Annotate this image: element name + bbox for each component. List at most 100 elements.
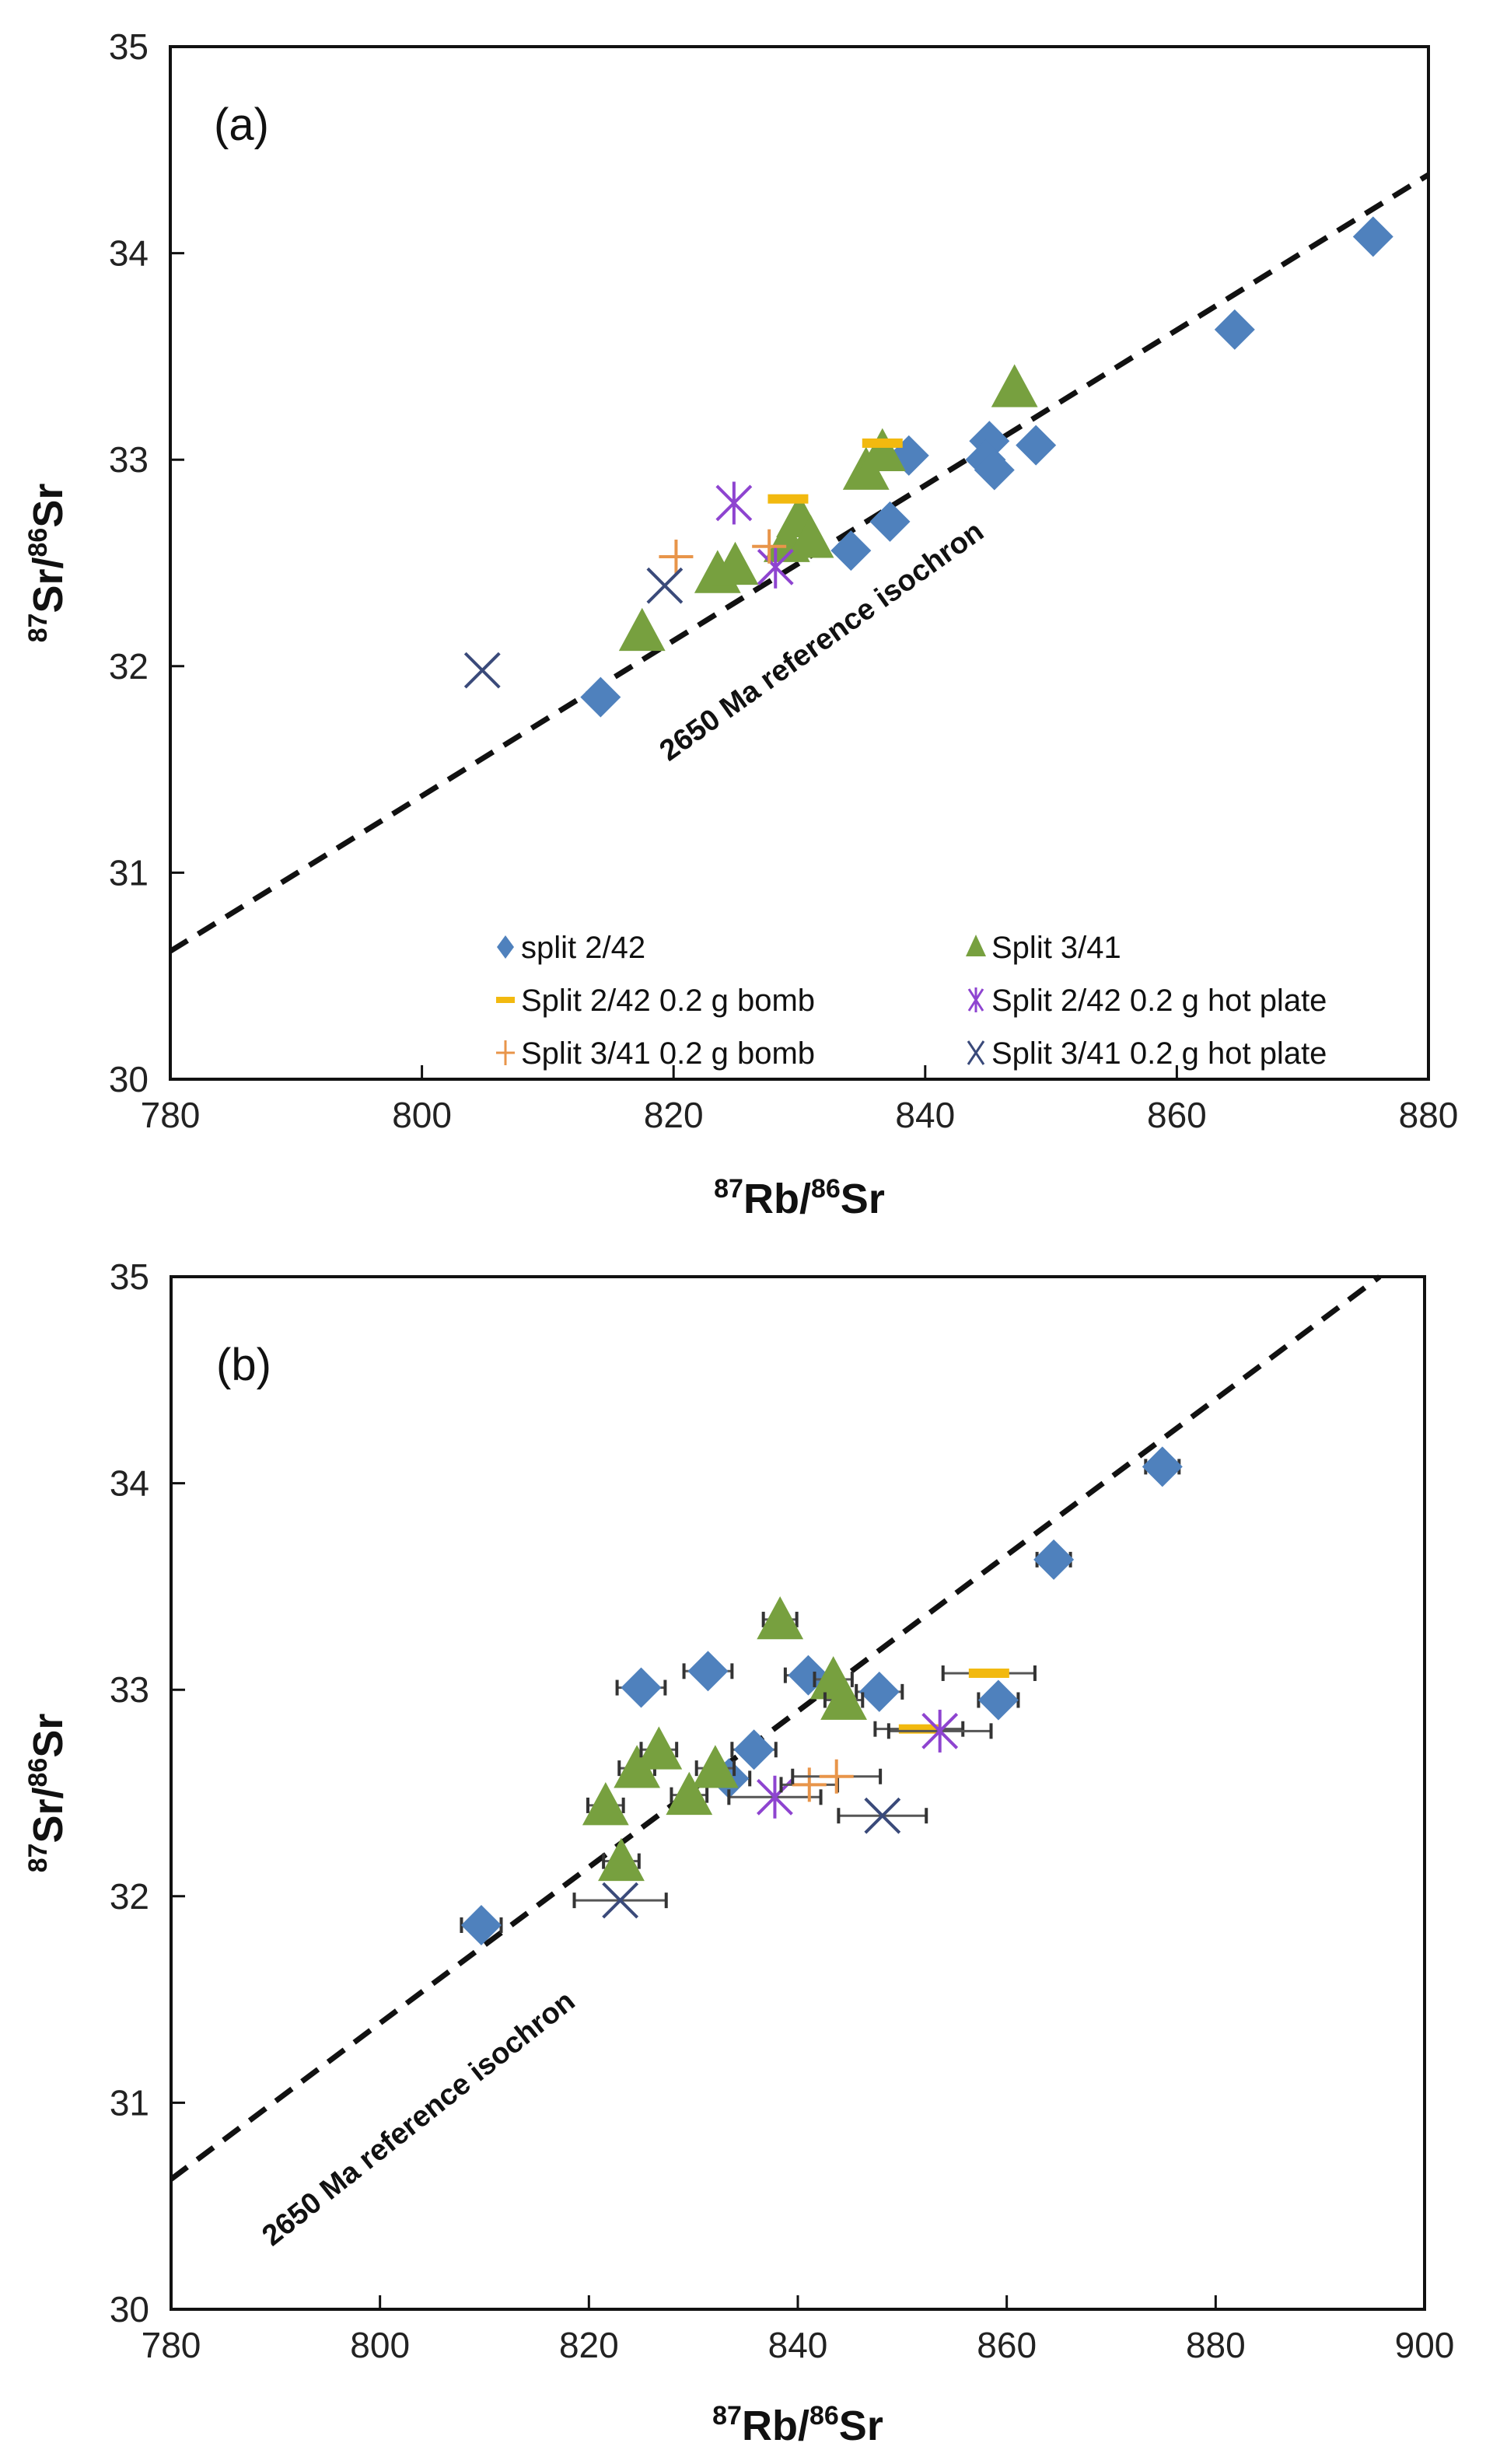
data-point xyxy=(757,1595,804,1640)
x-title-sup-86: 86 xyxy=(811,1174,841,1204)
series-split-3-41-0-2-g-hot-plate xyxy=(463,567,684,689)
x-tick-label: 860 xyxy=(977,2325,1037,2365)
data-point xyxy=(858,428,906,471)
legend-item: Split 3/41 0.2 g hot plate xyxy=(967,1036,1327,1071)
y-title-sup-86: 86 xyxy=(23,528,53,557)
legend-label: Split 2/42 0.2 g bomb xyxy=(521,984,815,1018)
y-tick-label: 35 xyxy=(109,26,149,67)
y-title-sr: Sr/ xyxy=(25,557,72,613)
data-point xyxy=(1214,309,1255,350)
legend-item: Split 3/41 0.2 g bomb xyxy=(496,1036,815,1071)
data-point xyxy=(752,529,787,564)
data-point xyxy=(1142,1446,1183,1487)
y-title-sr: Sr/ xyxy=(25,1788,72,1844)
x-tick-label: 880 xyxy=(1186,2325,1246,2365)
data-point xyxy=(582,1782,629,1826)
data-point xyxy=(646,567,684,604)
x-title-sup-87: 87 xyxy=(714,1174,743,1204)
y-title-sup-86: 86 xyxy=(23,1758,53,1788)
series-split-2-42-0-2-g-hot-plate xyxy=(715,481,794,589)
legend-item: Split 2/42 0.2 g hot plate xyxy=(967,984,1327,1018)
y-tick-label: 35 xyxy=(110,1256,149,1297)
data-point xyxy=(767,494,809,504)
y-title-sup-87: 87 xyxy=(23,1844,53,1873)
y-tick-label: 31 xyxy=(109,852,149,893)
x-tick-label: 820 xyxy=(559,2325,619,2365)
x-tick-label: 780 xyxy=(141,1095,201,1135)
x-tick-label: 840 xyxy=(895,1095,955,1135)
data-point xyxy=(602,1882,639,1919)
y-title-sup-87: 87 xyxy=(23,613,53,643)
data-point xyxy=(659,540,694,575)
x-tick-label: 780 xyxy=(142,2325,201,2365)
data-point xyxy=(635,1726,683,1770)
data-point xyxy=(830,530,872,571)
x-tick-label: 800 xyxy=(392,1095,452,1135)
y-tick-label: 34 xyxy=(110,1463,149,1504)
series-split-3-41 xyxy=(582,1595,868,1882)
series-split-2-42 xyxy=(580,216,1393,718)
panel-a-y-ticks: 30 31 32 33 34 35 xyxy=(109,26,184,1099)
panel-b-y-ticks: 30 31 32 33 34 35 xyxy=(110,1256,185,2329)
data-point xyxy=(869,501,911,542)
data-point xyxy=(580,676,621,718)
panel-a-reference-isochron xyxy=(169,172,1430,954)
data-point xyxy=(598,1837,645,1882)
x-tick-label: 900 xyxy=(1395,2325,1455,2365)
data-point xyxy=(757,545,794,589)
y-tick-label: 30 xyxy=(110,2289,149,2329)
data-point xyxy=(712,541,759,585)
x-title-rb: Rb/ xyxy=(742,2403,809,2449)
legend-swatch-plus-icon xyxy=(496,1040,515,1065)
data-point xyxy=(666,1771,713,1816)
panel-a-points xyxy=(463,216,1393,718)
panel-a-y-axis-title: 87Sr/86Sr xyxy=(23,484,72,643)
y-tick-label: 30 xyxy=(109,1059,149,1099)
y-tick-label: 32 xyxy=(109,646,149,687)
y-title-sr2: Sr xyxy=(25,484,72,528)
data-point xyxy=(733,1729,774,1770)
legend-item: Split 2/42 0.2 g bomb xyxy=(496,984,815,1018)
legend-swatch-dash-icon xyxy=(496,997,515,1003)
x-tick-label: 800 xyxy=(350,2325,410,2365)
legend-swatch-asterisk-icon xyxy=(967,987,984,1012)
x-tick-label: 880 xyxy=(1399,1095,1459,1135)
x-title-sup-87: 87 xyxy=(712,2401,742,2431)
panel-b-x-ticks: 780 800 820 840 860 880 900 xyxy=(142,2295,1455,2365)
y-tick-label: 31 xyxy=(110,2082,149,2123)
panel-b-isochron-label: 2650 Ma reference isochron xyxy=(256,1985,581,2253)
x-title-rb: Rb/ xyxy=(743,1176,811,1222)
panel-b-x-axis-title: 87Rb/86Sr xyxy=(712,2401,883,2449)
data-point xyxy=(792,1767,827,1802)
data-point xyxy=(1016,425,1057,466)
series-split-3-41-0-2-g-bomb xyxy=(659,529,787,575)
panel-b-reference-isochron xyxy=(169,1274,1382,2182)
data-point xyxy=(691,1745,739,1788)
panel-b-label: (b) xyxy=(216,1340,271,1390)
data-point xyxy=(819,1759,854,1794)
y-tick-label: 34 xyxy=(109,233,149,274)
legend-label: Split 3/41 0.2 g hot plate xyxy=(991,1036,1327,1071)
x-tick-label: 860 xyxy=(1147,1095,1207,1135)
data-point xyxy=(921,1709,959,1753)
legend-label: split 2/42 xyxy=(521,931,645,965)
x-tick-label: 820 xyxy=(644,1095,704,1135)
data-point xyxy=(991,364,1038,407)
y-title-sr2: Sr xyxy=(25,1714,72,1758)
data-point xyxy=(862,438,903,448)
legend-label: Split 3/41 0.2 g bomb xyxy=(521,1036,815,1071)
panel-a-x-axis-title: 87Rb/86Sr xyxy=(714,1174,885,1222)
legend-swatch-triangle-icon xyxy=(966,935,986,956)
data-point xyxy=(1352,216,1393,257)
data-point xyxy=(977,1679,1019,1721)
data-point xyxy=(858,1671,900,1712)
data-point xyxy=(787,515,834,558)
x-title-sr: Sr xyxy=(841,1176,885,1222)
data-point xyxy=(974,449,1015,491)
x-title-sup-86: 86 xyxy=(809,2401,839,2431)
data-point xyxy=(614,1745,661,1788)
data-point xyxy=(621,1667,662,1708)
panel-a-legend: split 2/42 Split 3/41 Split 2/42 0.2 g bom… xyxy=(496,931,1327,1071)
series-split-2-42-0-2-g-bomb xyxy=(767,438,903,504)
